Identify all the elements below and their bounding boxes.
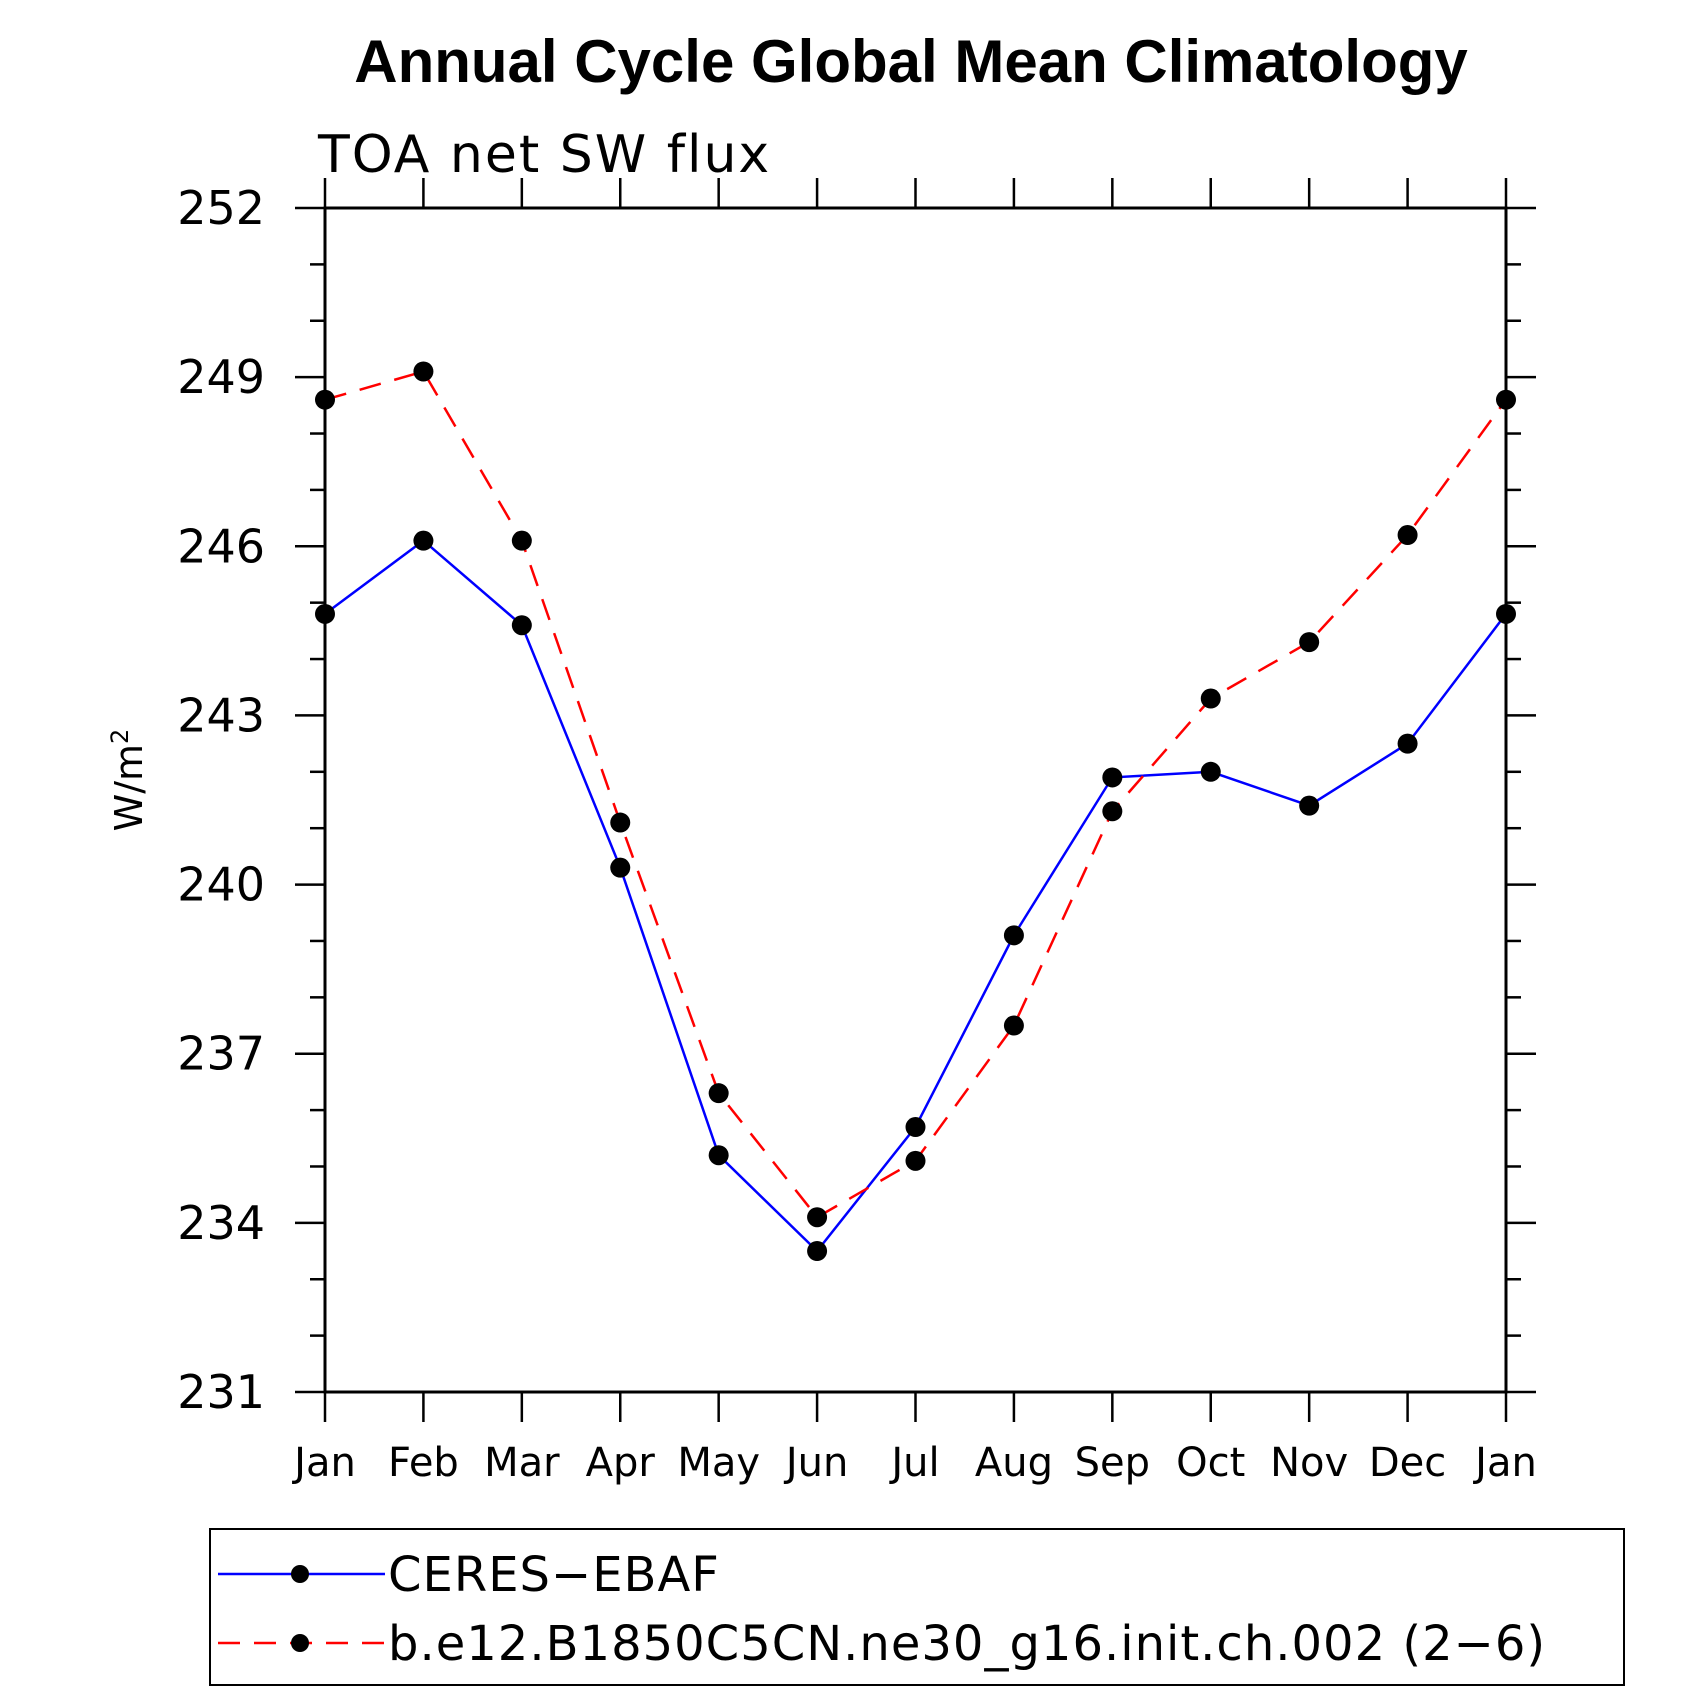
x-tick-label: Jun [783, 1440, 849, 1486]
y-tick-label: 240 [177, 858, 265, 912]
series-point-1 [1102, 801, 1123, 822]
plot-frame [323, 206, 1508, 1394]
x-tick-label: Sep [1075, 1440, 1150, 1486]
series-point-1 [1496, 389, 1516, 410]
series-layer [315, 361, 1516, 1262]
x-tick-label: May [677, 1440, 760, 1486]
series-point-0 [1200, 761, 1221, 782]
legend-label-model: b.e12.B1850C5CN.ne30_g16.init.ch.002 (2−… [388, 1616, 1546, 1672]
y-tick-label: 234 [177, 1196, 265, 1250]
y-tick-label: 237 [177, 1027, 265, 1081]
x-tick-label: Dec [1369, 1440, 1446, 1486]
series-point-0 [905, 1117, 926, 1138]
x-tick-label: Mar [484, 1440, 560, 1486]
y-tick-label: 231 [177, 1365, 265, 1419]
x-tick-label: Apr [586, 1440, 656, 1486]
x-tick-label: Jan [291, 1440, 356, 1486]
series-point-1 [315, 389, 335, 410]
y-axis-label-text: W/m [107, 744, 151, 831]
legend-marker-ceres [291, 1565, 309, 1583]
x-axis: Jan Feb Mar Apr May Jun Jul Aug Sep Oct Nov Dec Jan [291, 178, 1537, 1486]
x-tick-label: Nov [1270, 1440, 1348, 1486]
legend: CERES−EBAF b.e12.B1850C5CN.ne30_g16.init… [209, 1528, 1625, 1686]
y-tick-label: 252 [177, 181, 265, 235]
legend-marker-model [291, 1634, 309, 1652]
series-point-1 [413, 361, 434, 382]
series-point-0 [511, 615, 532, 636]
series-point-0 [1397, 733, 1418, 754]
y-axis-label: W/m2 [106, 729, 151, 832]
series-point-0 [610, 857, 631, 878]
series-line-0 [324, 538, 1507, 1253]
x-tick-label: Oct [1176, 1440, 1245, 1486]
y-tick-label: 249 [177, 350, 265, 404]
x-tick-label: Aug [975, 1440, 1053, 1486]
legend-box [209, 1528, 1625, 1686]
x-tick-label: Feb [388, 1440, 459, 1486]
legend-label-ceres: CERES−EBAF [388, 1547, 720, 1603]
y-axis: 231 234 237 240 243 246 249 252 [177, 181, 1536, 1419]
chart-title: Annual Cycle Global Mean Climatology [354, 28, 1468, 95]
svg-text:W/m2: W/m2 [106, 729, 151, 832]
series-point-1 [905, 1150, 926, 1171]
series-point-0 [708, 1145, 729, 1166]
series-point-1 [1200, 688, 1221, 709]
series-point-0 [1102, 767, 1123, 788]
series-point-1 [511, 530, 532, 551]
x-tick-label: Jul [888, 1440, 939, 1486]
y-tick-label: 246 [177, 519, 265, 573]
series-point-1 [610, 812, 631, 833]
y-axis-label-superscript: 2 [106, 729, 134, 744]
series-point-0 [315, 603, 335, 624]
series-point-1 [807, 1207, 828, 1228]
chart-subtitle: TOA net SW flux [317, 125, 771, 185]
series-point-0 [1496, 603, 1516, 624]
series-point-1 [1299, 632, 1320, 653]
series-point-0 [807, 1241, 828, 1262]
series-point-1 [1003, 1015, 1024, 1036]
y-tick-label: 243 [177, 688, 265, 742]
series-point-1 [1397, 525, 1418, 546]
series-point-0 [1003, 925, 1024, 946]
series-point-0 [1299, 795, 1320, 816]
series-point-1 [708, 1083, 729, 1104]
x-tick-label: Jan [1472, 1440, 1537, 1486]
series-point-0 [413, 530, 434, 551]
